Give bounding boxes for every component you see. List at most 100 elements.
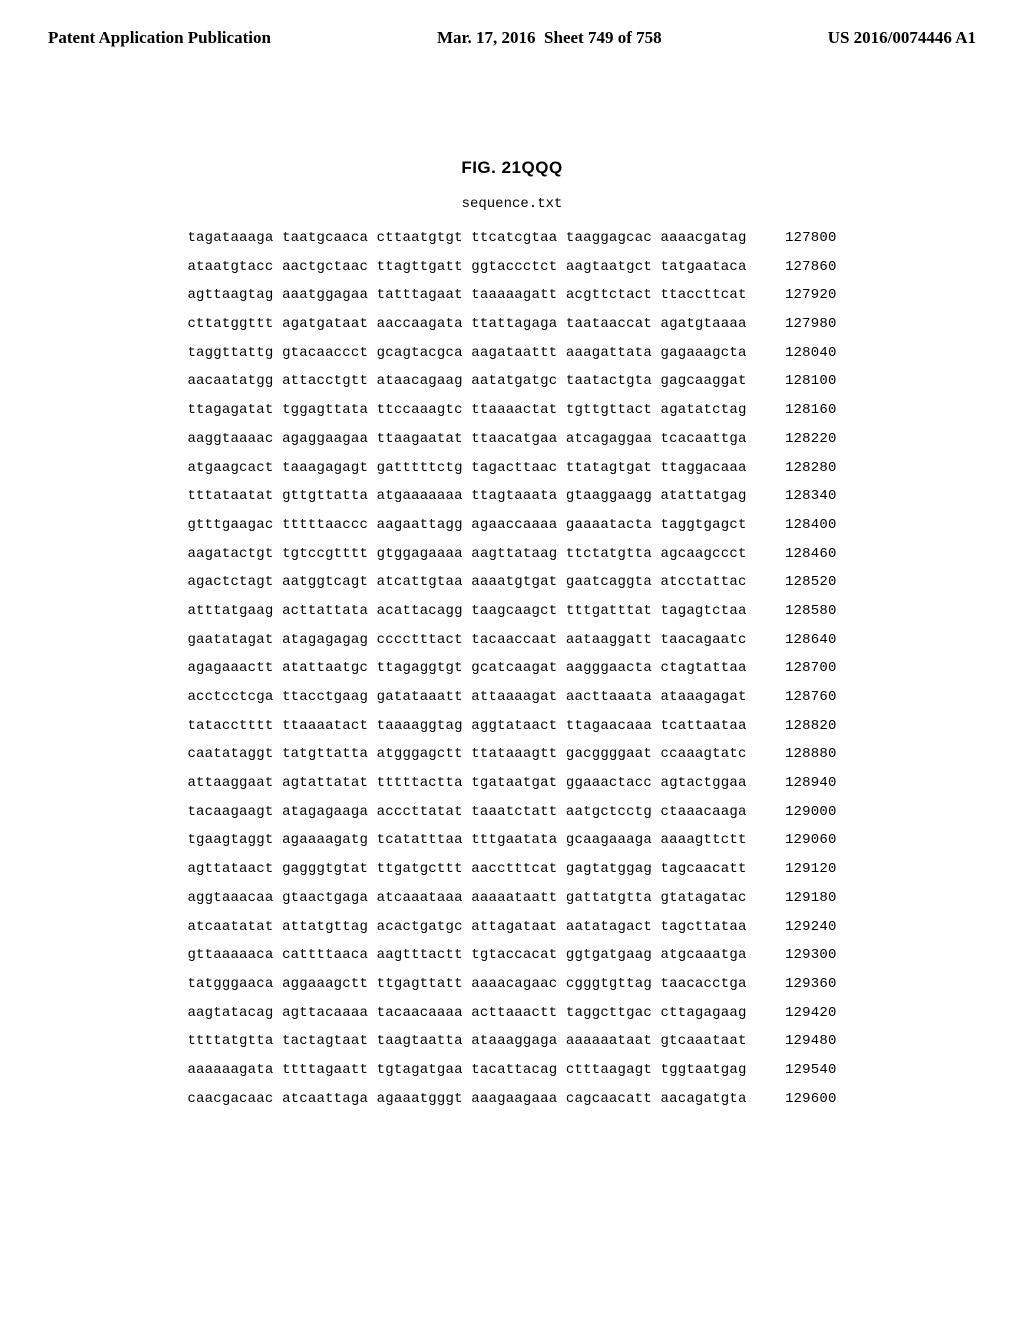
sequence-position: 128460 bbox=[747, 540, 837, 569]
sequence-bases: gtttgaagac tttttaaccc aagaattagg agaacca… bbox=[187, 511, 746, 540]
sequence-bases: acctcctcga ttacctgaag gatataaatt attaaaa… bbox=[187, 683, 746, 712]
sequence-position: 128880 bbox=[747, 740, 837, 769]
sequence-position: 129420 bbox=[747, 999, 837, 1028]
sequence-position: 128040 bbox=[747, 339, 837, 368]
sequence-row: agagaaactt atattaatgc ttagaggtgt gcatcaa… bbox=[187, 654, 836, 683]
sequence-bases: aaggtaaaac agaggaagaa ttaagaatat ttaacat… bbox=[187, 425, 746, 454]
sequence-row: attaaggaat agtattatat tttttactta tgataat… bbox=[187, 769, 836, 798]
sequence-position: 129300 bbox=[747, 941, 837, 970]
sequence-row: gttaaaaaca cattttaaca aagtttactt tgtacca… bbox=[187, 941, 836, 970]
sequence-listing: tagataaaga taatgcaaca cttaatgtgt ttcatcg… bbox=[187, 224, 836, 1113]
sequence-position: 128220 bbox=[747, 425, 837, 454]
sequence-position: 128640 bbox=[747, 626, 837, 655]
sequence-bases: tttataatat gttgttatta atgaaaaaaa ttagtaa… bbox=[187, 482, 746, 511]
sequence-row: aaaaaagata ttttagaatt tgtagatgaa tacatta… bbox=[187, 1056, 836, 1085]
sequence-row: atcaatatat attatgttag acactgatgc attagat… bbox=[187, 913, 836, 942]
sequence-bases: taggttattg gtacaaccct gcagtacgca aagataa… bbox=[187, 339, 746, 368]
header-center: Mar. 17, 2016 Sheet 749 of 758 bbox=[437, 28, 662, 48]
sequence-position: 127920 bbox=[747, 281, 837, 310]
sequence-bases: aagatactgt tgtccgtttt gtggagaaaa aagttat… bbox=[187, 540, 746, 569]
sequence-bases: ataatgtacc aactgctaac ttagttgatt ggtaccc… bbox=[187, 253, 746, 282]
sequence-position: 129000 bbox=[747, 798, 837, 827]
sequence-position: 128940 bbox=[747, 769, 837, 798]
sequence-row: cttatggttt agatgataat aaccaagata ttattag… bbox=[187, 310, 836, 339]
sequence-row: atgaagcact taaagagagt gatttttctg tagactt… bbox=[187, 454, 836, 483]
sequence-bases: tatacctttt ttaaaatact taaaaggtag aggtata… bbox=[187, 712, 746, 741]
sequence-position: 129360 bbox=[747, 970, 837, 999]
sequence-position: 128700 bbox=[747, 654, 837, 683]
sequence-bases: agttaagtag aaatggagaa tatttagaat taaaaag… bbox=[187, 281, 746, 310]
sequence-position: 128760 bbox=[747, 683, 837, 712]
sequence-row: tacaagaagt atagagaaga acccttatat taaatct… bbox=[187, 798, 836, 827]
sequence-row: tagataaaga taatgcaaca cttaatgtgt ttcatcg… bbox=[187, 224, 836, 253]
header-right: US 2016/0074446 A1 bbox=[828, 28, 976, 48]
sequence-position: 128520 bbox=[747, 568, 837, 597]
sequence-row: tgaagtaggt agaaaagatg tcatatttaa tttgaat… bbox=[187, 826, 836, 855]
sequence-row: ataatgtacc aactgctaac ttagttgatt ggtaccc… bbox=[187, 253, 836, 282]
sequence-position: 128580 bbox=[747, 597, 837, 626]
sequence-row: caatataggt tatgttatta atgggagctt ttataaa… bbox=[187, 740, 836, 769]
sequence-bases: aacaatatgg attacctgtt ataacagaag aatatga… bbox=[187, 367, 746, 396]
sequence-row: taggttattg gtacaaccct gcagtacgca aagataa… bbox=[187, 339, 836, 368]
sequence-row: tatgggaaca aggaaagctt ttgagttatt aaaacag… bbox=[187, 970, 836, 999]
sequence-row: aagatactgt tgtccgtttt gtggagaaaa aagttat… bbox=[187, 540, 836, 569]
sequence-position: 129120 bbox=[747, 855, 837, 884]
sequence-position: 129180 bbox=[747, 884, 837, 913]
sequence-row: atttatgaag acttattata acattacagg taagcaa… bbox=[187, 597, 836, 626]
sequence-bases: atttatgaag acttattata acattacagg taagcaa… bbox=[187, 597, 746, 626]
header-left: Patent Application Publication bbox=[48, 28, 271, 48]
sequence-bases: cttatggttt agatgataat aaccaagata ttattag… bbox=[187, 310, 746, 339]
sequence-bases: atcaatatat attatgttag acactgatgc attagat… bbox=[187, 913, 746, 942]
sequence-bases: agagaaactt atattaatgc ttagaggtgt gcatcaa… bbox=[187, 654, 746, 683]
sequence-position: 129480 bbox=[747, 1027, 837, 1056]
sequence-row: agttaagtag aaatggagaa tatttagaat taaaaag… bbox=[187, 281, 836, 310]
sequence-row: agactctagt aatggtcagt atcattgtaa aaaatgt… bbox=[187, 568, 836, 597]
sequence-bases: agactctagt aatggtcagt atcattgtaa aaaatgt… bbox=[187, 568, 746, 597]
sequence-position: 127980 bbox=[747, 310, 837, 339]
sequence-row: acctcctcga ttacctgaag gatataaatt attaaaa… bbox=[187, 683, 836, 712]
page-header: Patent Application Publication Mar. 17, … bbox=[0, 0, 1024, 48]
sequence-bases: gaatatagat atagagagag cccctttact tacaacc… bbox=[187, 626, 746, 655]
sequence-row: tatacctttt ttaaaatact taaaaggtag aggtata… bbox=[187, 712, 836, 741]
sequence-position: 128400 bbox=[747, 511, 837, 540]
sequence-position: 127800 bbox=[747, 224, 837, 253]
sequence-row: gtttgaagac tttttaaccc aagaattagg agaacca… bbox=[187, 511, 836, 540]
sequence-position: 127860 bbox=[747, 253, 837, 282]
sequence-bases: tatgggaaca aggaaagctt ttgagttatt aaaacag… bbox=[187, 970, 746, 999]
sequence-row: tttataatat gttgttatta atgaaaaaaa ttagtaa… bbox=[187, 482, 836, 511]
sequence-bases: aagtatacag agttacaaaa tacaacaaaa acttaaa… bbox=[187, 999, 746, 1028]
sequence-position: 128820 bbox=[747, 712, 837, 741]
sequence-bases: caatataggt tatgttatta atgggagctt ttataaa… bbox=[187, 740, 746, 769]
sequence-bases: tagataaaga taatgcaaca cttaatgtgt ttcatcg… bbox=[187, 224, 746, 253]
sequence-row: caacgacaac atcaattaga agaaatgggt aaagaag… bbox=[187, 1085, 836, 1114]
sequence-row: aagtatacag agttacaaaa tacaacaaaa acttaaa… bbox=[187, 999, 836, 1028]
sequence-title: sequence.txt bbox=[0, 196, 1024, 212]
sequence-bases: agttataact gagggtgtat ttgatgcttt aaccttt… bbox=[187, 855, 746, 884]
sequence-bases: ttagagatat tggagttata ttccaaagtc ttaaaac… bbox=[187, 396, 746, 425]
sequence-position: 128340 bbox=[747, 482, 837, 511]
sequence-position: 129540 bbox=[747, 1056, 837, 1085]
sequence-bases: tgaagtaggt agaaaagatg tcatatttaa tttgaat… bbox=[187, 826, 746, 855]
sequence-row: aacaatatgg attacctgtt ataacagaag aatatga… bbox=[187, 367, 836, 396]
sequence-row: agttataact gagggtgtat ttgatgcttt aaccttt… bbox=[187, 855, 836, 884]
sequence-position: 129060 bbox=[747, 826, 837, 855]
sequence-row: aaggtaaaac agaggaagaa ttaagaatat ttaacat… bbox=[187, 425, 836, 454]
sequence-bases: caacgacaac atcaattaga agaaatgggt aaagaag… bbox=[187, 1085, 746, 1114]
sequence-row: ttagagatat tggagttata ttccaaagtc ttaaaac… bbox=[187, 396, 836, 425]
sequence-row: gaatatagat atagagagag cccctttact tacaacc… bbox=[187, 626, 836, 655]
sequence-row: aggtaaacaa gtaactgaga atcaaataaa aaaaata… bbox=[187, 884, 836, 913]
sequence-bases: gttaaaaaca cattttaaca aagtttactt tgtacca… bbox=[187, 941, 746, 970]
sequence-row: ttttatgtta tactagtaat taagtaatta ataaagg… bbox=[187, 1027, 836, 1056]
sequence-position: 129240 bbox=[747, 913, 837, 942]
sequence-bases: attaaggaat agtattatat tttttactta tgataat… bbox=[187, 769, 746, 798]
figure-title: FIG. 21QQQ bbox=[0, 158, 1024, 178]
sequence-bases: tacaagaagt atagagaaga acccttatat taaatct… bbox=[187, 798, 746, 827]
sequence-bases: aaaaaagata ttttagaatt tgtagatgaa tacatta… bbox=[187, 1056, 746, 1085]
sequence-bases: aggtaaacaa gtaactgaga atcaaataaa aaaaata… bbox=[187, 884, 746, 913]
sequence-position: 128160 bbox=[747, 396, 837, 425]
sequence-bases: ttttatgtta tactagtaat taagtaatta ataaagg… bbox=[187, 1027, 746, 1056]
sequence-position: 128100 bbox=[747, 367, 837, 396]
sequence-position: 128280 bbox=[747, 454, 837, 483]
sequence-bases: atgaagcact taaagagagt gatttttctg tagactt… bbox=[187, 454, 746, 483]
sequence-position: 129600 bbox=[747, 1085, 837, 1114]
